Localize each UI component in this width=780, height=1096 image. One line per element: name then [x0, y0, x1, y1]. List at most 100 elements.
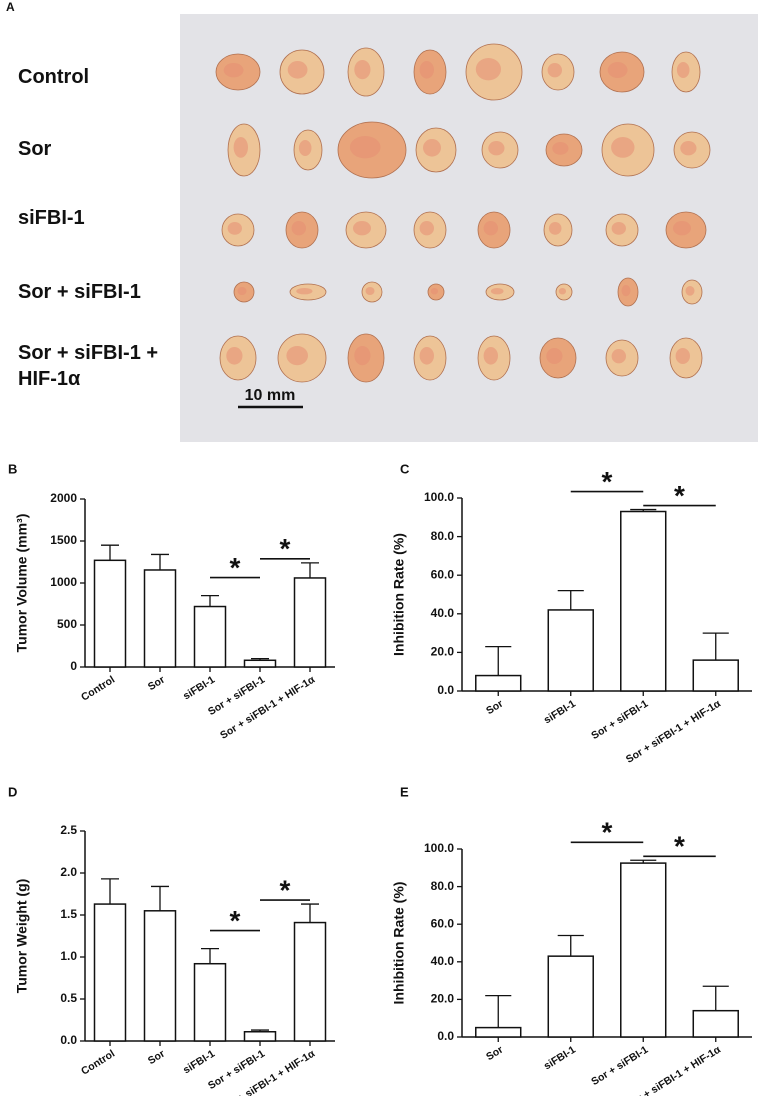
- tumor-highlight: [286, 346, 309, 366]
- y-tick-label: 60.0: [431, 567, 455, 581]
- scale-bar-label: 10 mm: [245, 387, 296, 404]
- bar: [243, 1031, 277, 1042]
- tumor-highlight: [547, 62, 562, 78]
- row-label: Sor: [18, 138, 52, 160]
- x-tick-label: Sor: [484, 698, 505, 717]
- tumors: [215, 43, 711, 383]
- row-label: Sor + siFBI-1: [18, 281, 141, 303]
- tumor-highlight: [227, 222, 242, 235]
- tumor-highlight: [475, 57, 501, 81]
- tumor-highlight: [611, 349, 626, 364]
- significance-star: *: [280, 533, 291, 564]
- y-tick-label: 100.0: [424, 841, 454, 855]
- y-tick-label: 20.0: [431, 992, 455, 1006]
- bar: [692, 1009, 739, 1038]
- tumor-highlight: [287, 61, 308, 79]
- y-tick-label: 40.0: [431, 606, 455, 620]
- bar: [143, 910, 177, 1042]
- y-tick-label: 0: [70, 659, 77, 673]
- tumor-highlight: [291, 221, 306, 236]
- tumor-highlight: [430, 288, 438, 295]
- bar: [620, 862, 667, 1038]
- y-axis-label: Inhibition Rate (%): [391, 533, 407, 656]
- bar: [193, 605, 227, 668]
- y-tick-label: 1.5: [60, 907, 77, 921]
- bar: [293, 577, 327, 668]
- y-tick-label: 0.0: [437, 683, 454, 697]
- y-tick-label: 0.0: [437, 1029, 454, 1043]
- panel-letter: A: [6, 0, 15, 14]
- bar: [475, 674, 522, 692]
- x-tick-label: Sor: [484, 1044, 505, 1063]
- y-tick-label: 2.0: [60, 865, 77, 879]
- tumor-highlight: [611, 222, 626, 235]
- y-axis-label: Inhibition Rate (%): [391, 882, 407, 1005]
- significance-star: *: [674, 831, 685, 862]
- y-tick-label: 80.0: [431, 529, 455, 543]
- bar: [143, 569, 177, 668]
- y-axis-label: Tumor Weight (g): [14, 879, 30, 994]
- x-tick-label: siFBI-1: [181, 674, 217, 703]
- y-tick-label: 1.0: [60, 949, 77, 963]
- significance-star: *: [230, 905, 241, 936]
- tumor-highlight: [354, 60, 371, 80]
- bar: [93, 903, 127, 1042]
- y-tick-label: 80.0: [431, 879, 455, 893]
- y-tick-label: 100.0: [424, 490, 454, 504]
- tumor-highlight: [226, 347, 243, 365]
- tumor-highlight: [675, 348, 690, 364]
- tumor-highlight: [423, 139, 441, 157]
- x-tick-label: Sor: [146, 1048, 167, 1067]
- tumor-highlight: [558, 288, 567, 295]
- tumor-highlight: [419, 347, 434, 365]
- tumor-highlight: [233, 137, 248, 158]
- significance-star: *: [602, 817, 613, 848]
- row-label: Sor + siFBI-1 + HIF-1α: [18, 342, 159, 390]
- panel-letter: E: [400, 784, 409, 799]
- tumor-highlight: [354, 346, 371, 366]
- tumor-highlight: [673, 221, 691, 236]
- y-axis-label: Tumor Volume (mm³): [14, 514, 30, 653]
- bar: [243, 659, 277, 668]
- tumor-highlight: [353, 221, 371, 236]
- tumor-highlight: [419, 221, 434, 236]
- bar: [93, 559, 127, 668]
- tumor-highlight: [298, 140, 312, 156]
- significance-star: *: [280, 874, 291, 905]
- tumor-highlight: [546, 348, 563, 364]
- tumor-highlight: [685, 286, 695, 296]
- tumor-highlight: [621, 285, 631, 297]
- bar: [547, 955, 594, 1038]
- y-tick-label: 40.0: [431, 954, 455, 968]
- bar: [193, 962, 227, 1042]
- y-tick-label: 500: [57, 617, 77, 631]
- row-label: siFBI-1: [18, 207, 85, 229]
- y-tick-label: 2.5: [60, 823, 77, 837]
- tumor-highlight: [296, 288, 313, 295]
- tumor-highlight: [223, 62, 244, 78]
- y-tick-label: 0.5: [60, 991, 77, 1005]
- tumor-highlight: [548, 222, 562, 235]
- tumor-highlight: [490, 288, 504, 295]
- tumor-highlight: [349, 136, 381, 159]
- x-tick-label: siFBI-1: [542, 1044, 578, 1073]
- tumor-highlight: [419, 61, 434, 79]
- bar: [620, 510, 667, 692]
- tumor-highlight: [483, 221, 498, 236]
- tumor-highlight: [607, 62, 628, 78]
- tumor-highlight: [365, 287, 375, 295]
- panel-letter: D: [8, 784, 17, 799]
- tumor-highlight: [483, 347, 498, 365]
- panel-letter: C: [400, 461, 410, 476]
- x-tick-label: Control: [79, 674, 117, 704]
- row-label: Control: [18, 66, 90, 88]
- x-tick-label: Sor + siFBI-1: [589, 698, 650, 742]
- x-tick-label: siFBI-1: [542, 698, 578, 727]
- y-tick-label: 2000: [50, 491, 77, 505]
- tumor-highlight: [237, 287, 247, 295]
- tumor-highlight: [680, 141, 697, 156]
- x-tick-label: Sor + siFBI-1: [589, 1044, 650, 1088]
- tumor-highlight: [552, 142, 569, 155]
